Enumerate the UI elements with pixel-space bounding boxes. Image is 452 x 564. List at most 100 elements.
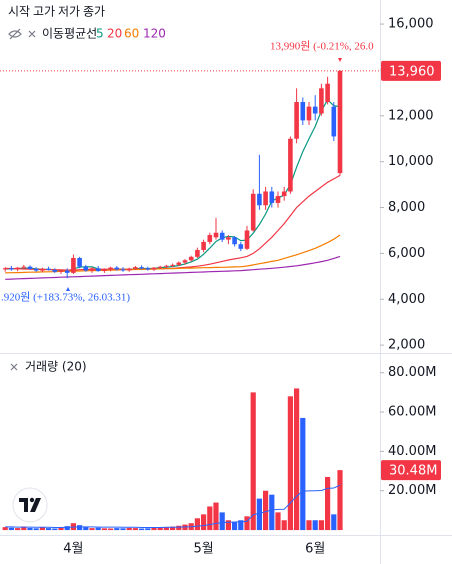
candle-body — [120, 269, 126, 271]
volume-bar — [114, 528, 120, 531]
candle-body — [58, 270, 64, 272]
axes: 2,0004,0006,0008,00010,00012,00014,00016… — [63, 17, 441, 557]
y-tick-label: 12,000 — [388, 108, 434, 123]
volume-bar — [120, 528, 126, 531]
volume-bar — [95, 527, 101, 531]
volume-bar — [8, 527, 14, 531]
volume-bar — [176, 525, 182, 531]
volume-ma-line — [5, 484, 341, 528]
volume-bar — [337, 470, 343, 531]
candle-body — [300, 102, 306, 121]
volume-bar — [83, 527, 89, 531]
volume-bar — [331, 514, 337, 531]
candle-body — [275, 196, 281, 203]
candle-body — [21, 266, 27, 268]
volume-bar — [15, 528, 21, 531]
y-tick-label: 10,000 — [388, 154, 434, 169]
volume-bar — [225, 520, 231, 531]
candle-body — [9, 268, 14, 270]
x-tick-label: 5월 — [193, 542, 213, 557]
volume-bar — [52, 528, 58, 531]
remove-icon[interactable] — [28, 30, 36, 38]
volume-title: 거래량 (20) — [25, 360, 87, 374]
candle-body — [201, 241, 206, 250]
volume-bar — [101, 528, 107, 531]
low-pointer — [66, 287, 70, 291]
legend-close: 종가 — [83, 5, 105, 19]
volume-bar — [244, 516, 250, 531]
candle-body — [207, 235, 213, 242]
candle-body — [145, 268, 151, 270]
y-tick-label: 80.00M — [388, 365, 436, 380]
candle-body — [232, 237, 237, 245]
candle-body — [15, 267, 20, 270]
volume-bar — [46, 528, 52, 531]
volume-bar — [312, 520, 318, 531]
candle-body — [238, 244, 244, 249]
y-tick-label: 16,000 — [388, 17, 434, 32]
candle-body — [102, 269, 107, 272]
volume-bar — [58, 527, 64, 531]
volume-bar — [250, 392, 256, 531]
volume-bar — [213, 502, 219, 531]
logo — [12, 487, 48, 523]
y-tick-label: 60.00M — [388, 405, 436, 420]
candle-body — [114, 267, 120, 270]
candle-body — [244, 230, 250, 249]
volume-bar — [318, 520, 324, 531]
volume-bar — [163, 527, 169, 531]
y-tick-label: 6,000 — [388, 246, 425, 261]
candle-body — [151, 267, 157, 270]
candle-body — [27, 266, 33, 269]
candle-body — [331, 106, 337, 137]
volume-bar — [145, 528, 151, 531]
y-tick-label: 20.00M — [388, 483, 436, 498]
legend-high: 고가 — [33, 5, 55, 19]
candle-body — [269, 191, 275, 203]
legend-low: 저가 — [58, 5, 80, 19]
candle-body — [195, 249, 200, 257]
candle-body — [52, 269, 58, 272]
candle-body — [337, 70, 343, 174]
high-annotation: 13,990원 (-0.21%, 26.0 — [270, 40, 374, 53]
volume-bar — [126, 527, 132, 531]
candle-body — [188, 256, 194, 261]
y-tick-label: 4,000 — [388, 292, 425, 307]
candle-body — [133, 267, 138, 269]
candle-body — [219, 232, 225, 240]
y-tick-label: 40.00M — [388, 444, 436, 459]
candle-body — [250, 193, 256, 231]
last-price-label: 13,960 — [389, 64, 435, 79]
volume-bar — [294, 388, 300, 531]
volume-bar — [21, 526, 27, 531]
hide-icon[interactable] — [8, 28, 22, 40]
last-price-box — [381, 60, 441, 81]
candle-body — [281, 191, 287, 197]
candle-body — [139, 267, 144, 269]
volume-bar — [219, 512, 225, 531]
y-tick-label: 2,000 — [388, 338, 425, 353]
candle-body — [170, 264, 175, 266]
legend-open: 시작 — [8, 5, 30, 19]
remove-icon[interactable] — [10, 363, 18, 371]
price-pane: 13,990원 (-0.21%, 26.0 .920원 (+183.73%, 26… — [0, 40, 380, 304]
volume-bar — [170, 526, 176, 531]
candle-body — [312, 106, 318, 114]
volume-bar — [281, 520, 287, 531]
volume-bar — [238, 520, 244, 531]
last-volume-box — [381, 460, 441, 481]
candle-body — [325, 83, 330, 103]
volume-bar — [207, 506, 213, 531]
candle-body — [288, 138, 293, 192]
volume-bar — [64, 526, 70, 531]
legend-item: 120 — [143, 27, 166, 41]
legend-item: 60 — [124, 27, 139, 41]
candle-body — [213, 232, 219, 238]
volume-bar — [194, 518, 200, 531]
candle-body — [89, 268, 95, 271]
volume-bar — [77, 525, 83, 531]
candle-body — [108, 267, 113, 270]
candle-body — [71, 257, 76, 273]
candle-body — [164, 265, 169, 267]
